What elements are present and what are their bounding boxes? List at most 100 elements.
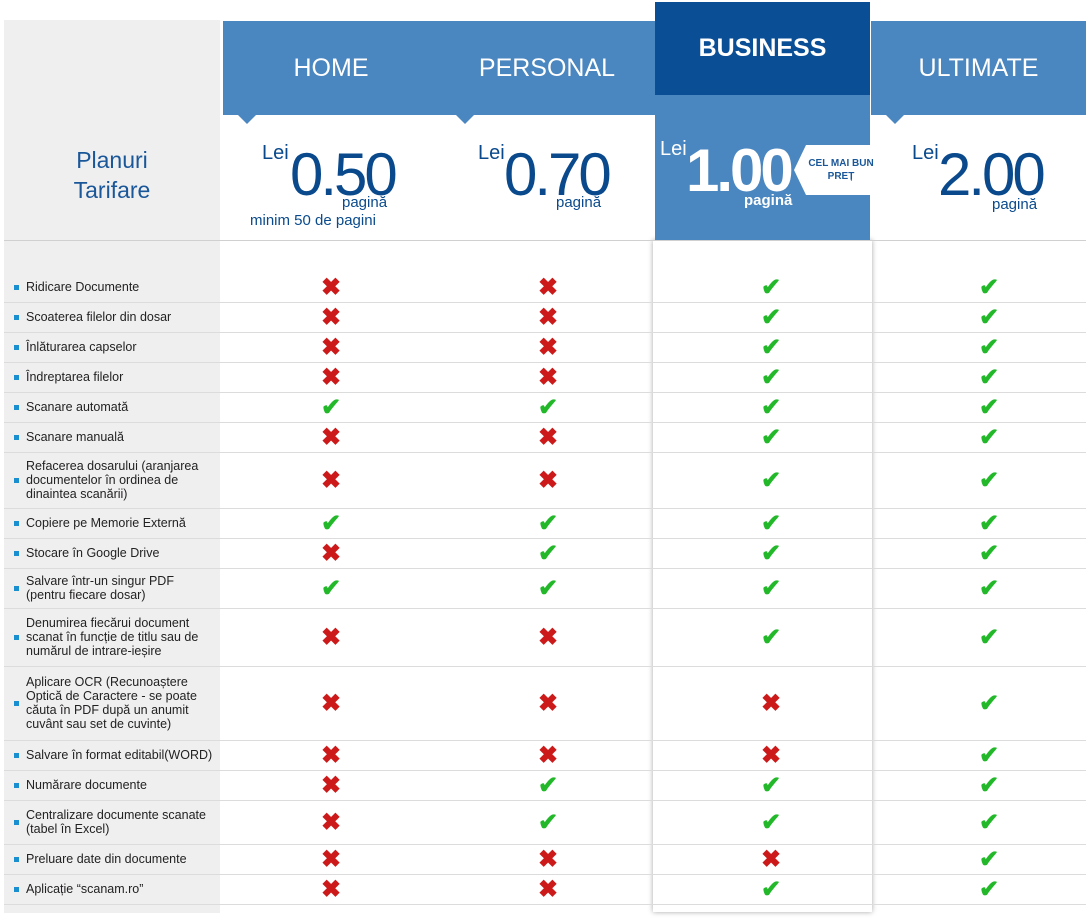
- feature-label-text: Preluare date din documente: [26, 852, 187, 866]
- title-line2: Tarifare: [73, 177, 151, 203]
- check-icon: ✔: [978, 273, 1000, 301]
- row-divider: [4, 904, 1086, 905]
- feature-label: Aplicare OCR (Recunoaștere Optică de Car…: [4, 666, 220, 740]
- cross-icon: ✖: [320, 808, 342, 836]
- pointer-ultimate: [886, 115, 904, 124]
- features-column-bg: [4, 20, 220, 913]
- check-icon: ✔: [760, 539, 782, 567]
- price-unit: pagină: [744, 192, 793, 209]
- check-icon: ✔: [760, 466, 782, 494]
- cross-icon: ✖: [537, 623, 559, 651]
- check-icon: ✔: [760, 423, 782, 451]
- cross-icon: ✖: [320, 273, 342, 301]
- check-icon: ✔: [978, 808, 1000, 836]
- feature-label: Copiere pe Memorie Externă: [4, 508, 220, 538]
- cross-icon: ✖: [537, 875, 559, 903]
- feature-label: Denumirea fiecărui document scanat în fu…: [4, 608, 220, 666]
- price-home: Lei 0.50 pagină minim 50 de pagini: [250, 141, 432, 232]
- check-icon: ✔: [978, 623, 1000, 651]
- table-row: Aplicare OCR (Recunoaștere Optică de Car…: [4, 666, 1086, 740]
- cross-icon: ✖: [537, 689, 559, 717]
- row-divider: [4, 568, 1086, 569]
- price-unit: pagină: [992, 196, 1038, 213]
- table-row: Scanare manuală: [4, 422, 1086, 452]
- row-divider: [4, 392, 1086, 393]
- cross-icon: ✖: [320, 845, 342, 873]
- bullet-icon: [14, 700, 19, 706]
- currency-label: Lei: [660, 138, 687, 160]
- currency-label: Lei: [912, 142, 939, 164]
- feature-label-text: Înlăturarea capselor: [26, 340, 137, 354]
- check-icon: ✔: [978, 303, 1000, 331]
- bullet-icon: [14, 585, 19, 591]
- check-icon: ✔: [537, 539, 559, 567]
- feature-label-text: Centralizare documente scanate (tabel în…: [26, 808, 206, 836]
- row-divider: [4, 800, 1086, 801]
- price-value: 2.00: [938, 141, 1046, 208]
- bullet-icon: [14, 520, 19, 526]
- bullet-icon: [14, 344, 19, 350]
- price-unit: pagină: [342, 194, 388, 211]
- plan-header-personal: PERSONAL: [439, 21, 655, 115]
- check-icon: ✔: [760, 303, 782, 331]
- row-divider: [4, 332, 1086, 333]
- header-divider: [4, 240, 1086, 241]
- cross-icon: ✖: [320, 771, 342, 799]
- table-row: Preluare date din documente: [4, 844, 1086, 874]
- feature-label: Scanare manuală: [4, 422, 220, 452]
- feature-label-text: Scanare automată: [26, 400, 129, 414]
- check-icon: ✔: [760, 771, 782, 799]
- cross-icon: ✖: [537, 741, 559, 769]
- cross-icon: ✖: [760, 845, 782, 873]
- bullet-icon: [14, 404, 19, 410]
- check-icon: ✔: [978, 771, 1000, 799]
- plan-header-business: BUSINESS: [655, 2, 870, 95]
- row-divider: [4, 538, 1086, 539]
- cross-icon: ✖: [320, 303, 342, 331]
- row-divider: [4, 302, 1086, 303]
- table-row: Salvare într-un singur PDF (pentru fieca…: [4, 568, 1086, 608]
- cross-icon: ✖: [537, 423, 559, 451]
- feature-label-text: Aplicație “scanam.ro”: [26, 882, 144, 896]
- check-icon: ✔: [978, 689, 1000, 717]
- price-note: minim 50 de pagini: [250, 212, 376, 229]
- cross-icon: ✖: [320, 423, 342, 451]
- bullet-icon: [14, 782, 19, 788]
- check-icon: ✔: [978, 741, 1000, 769]
- feature-label: Salvare într-un singur PDF (pentru fieca…: [4, 568, 220, 608]
- table-row: Copiere pe Memorie Externă: [4, 508, 1086, 538]
- cross-icon: ✖: [537, 273, 559, 301]
- check-icon: ✔: [760, 363, 782, 391]
- row-divider: [4, 508, 1086, 509]
- bullet-icon: [14, 374, 19, 380]
- check-icon: ✔: [760, 875, 782, 903]
- bullet-icon: [14, 284, 19, 290]
- check-icon: ✔: [320, 393, 342, 421]
- row-divider: [4, 770, 1086, 771]
- table-row: Numărare documente: [4, 770, 1086, 800]
- feature-label-text: Salvare în format editabil(WORD): [26, 748, 213, 762]
- cross-icon: ✖: [320, 539, 342, 567]
- cross-icon: ✖: [760, 741, 782, 769]
- feature-label: Stocare în Google Drive: [4, 538, 220, 568]
- feature-label-text: Stocare în Google Drive: [26, 546, 160, 560]
- cross-icon: ✖: [537, 303, 559, 331]
- bullet-icon: [14, 856, 19, 862]
- bullet-icon: [14, 634, 19, 640]
- table-row: Scoaterea filelor din dosar: [4, 302, 1086, 332]
- cross-icon: ✖: [320, 689, 342, 717]
- feature-label-text: Scoaterea filelor din dosar: [26, 310, 172, 324]
- table-row: Ridicare Documente: [4, 272, 1086, 302]
- plan-header-ultimate: ULTIMATE: [871, 21, 1086, 115]
- check-icon: ✔: [537, 574, 559, 602]
- check-icon: ✔: [760, 333, 782, 361]
- price-unit: pagină: [556, 194, 602, 211]
- table-row: Denumirea fiecărui document scanat în fu…: [4, 608, 1086, 666]
- bullet-icon: [14, 752, 19, 758]
- row-divider: [4, 874, 1086, 875]
- table-row: Salvare în format editabil(WORD): [4, 740, 1086, 770]
- feature-label: Salvare în format editabil(WORD): [4, 740, 220, 770]
- bullet-icon: [14, 550, 19, 556]
- cross-icon: ✖: [320, 333, 342, 361]
- title-line1: Planuri: [76, 147, 148, 173]
